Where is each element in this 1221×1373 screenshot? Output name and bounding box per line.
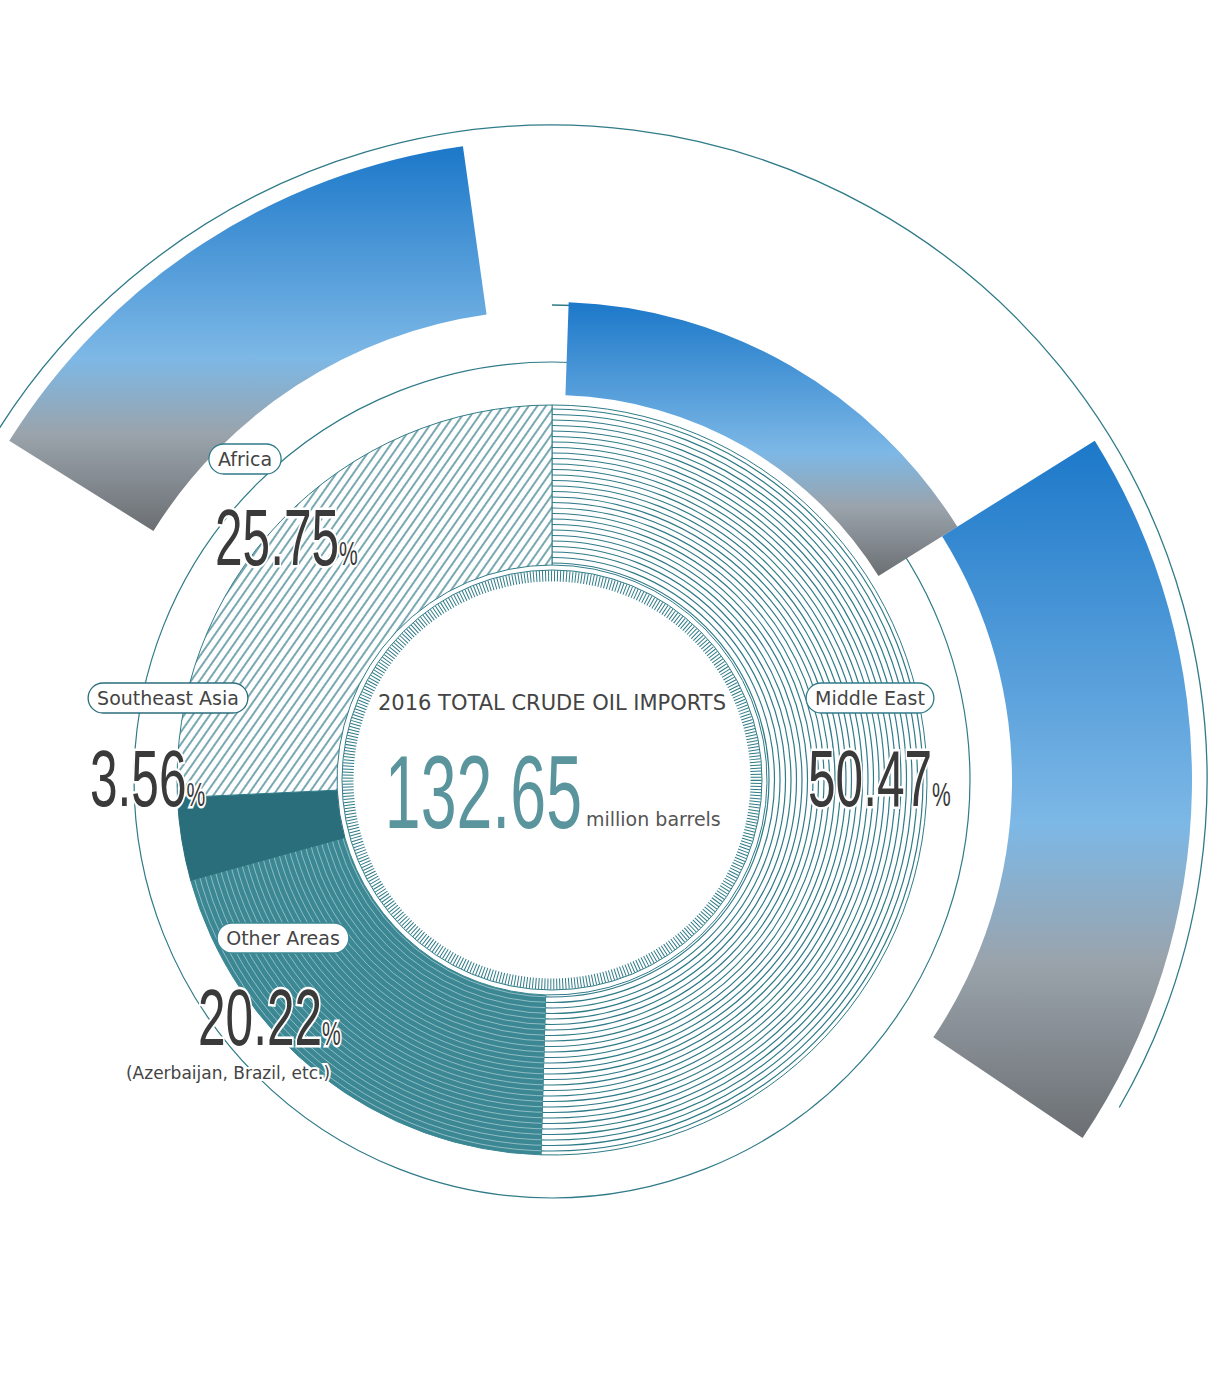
category-label: Other Areas <box>226 927 340 949</box>
category-label: Southeast Asia <box>97 687 239 709</box>
total-value: 132.65 <box>385 734 582 849</box>
category-label: Africa <box>218 448 272 470</box>
value-number: 50.47 <box>808 734 932 823</box>
value-number: 20.22 <box>198 973 322 1062</box>
category-pill: Middle East <box>806 683 934 713</box>
inner-ring <box>348 576 756 984</box>
value-label: 3.56% <box>90 734 205 823</box>
pill-box <box>88 683 248 713</box>
value-unit: % <box>339 534 358 572</box>
pill-box <box>806 683 934 713</box>
labels: Middle East 50.47% Other Areas 20.22% Southe… <box>88 444 951 1083</box>
value-unit: % <box>187 775 206 813</box>
value-label: 20.22% <box>198 973 341 1062</box>
category-pill: Other Areas <box>217 923 349 953</box>
title: 2016 TOTAL CRUDE OIL IMPORTS <box>378 691 726 715</box>
ring-line <box>253 481 852 1080</box>
value-number: 3.56 <box>90 734 187 823</box>
photo-panel <box>933 441 1192 1138</box>
value-label: 50.47% <box>808 734 951 823</box>
value-unit: % <box>322 1014 341 1052</box>
category-label: Middle East <box>815 687 925 709</box>
annotation: (Azerbaijan, Brazil, etc.) <box>126 1063 330 1083</box>
chart: 2016 TOTAL CRUDE OIL IMPORTS 132.65millio… <box>0 0 1221 1373</box>
value-label: 25.75% <box>215 493 358 582</box>
category-pill: Southeast Asia <box>88 683 248 713</box>
category-pill: Africa <box>209 444 281 474</box>
inner-ring-edge <box>342 570 762 990</box>
pill-box <box>209 444 281 474</box>
ring-line <box>247 475 857 1085</box>
value-number: 25.75 <box>215 493 339 582</box>
value-unit: % <box>932 775 951 813</box>
total-unit: million barrels <box>586 808 721 830</box>
pill-box <box>217 923 349 953</box>
